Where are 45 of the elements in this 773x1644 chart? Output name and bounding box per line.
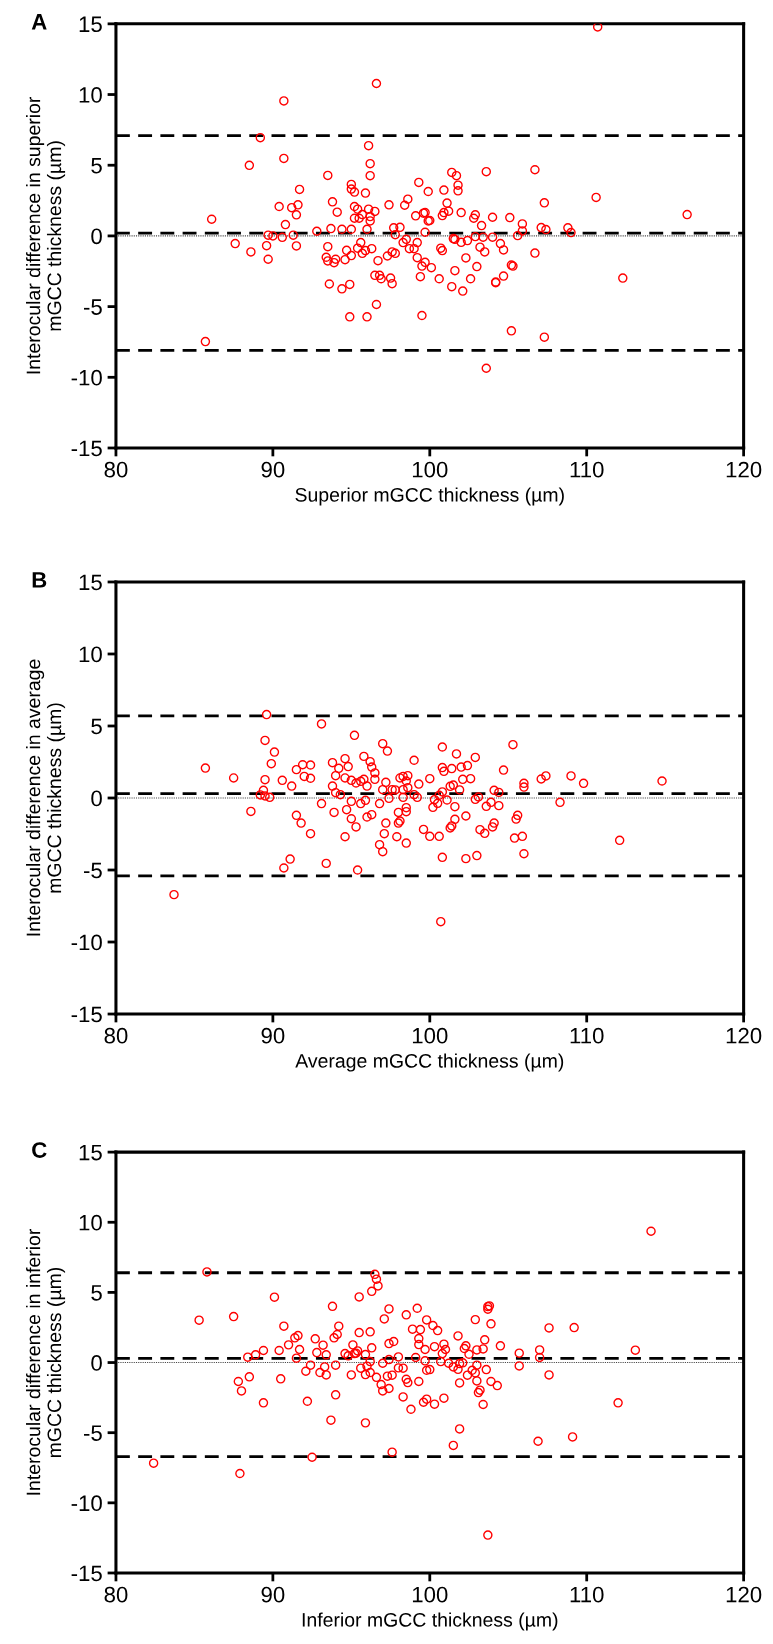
y-tick-label: 10 [79,1214,102,1231]
x-tick-label: 110 [570,1027,604,1044]
y-tick-label: -10 [71,1495,102,1512]
x-tick-label: 100 [412,461,448,478]
y-tick-label: 0 [91,1355,102,1371]
y-tick-label: 5 [91,157,102,174]
y-tick-label: 15 [79,16,102,33]
x-tick-label: 120 [726,461,762,478]
chart-title: A [31,14,47,30]
x-tick-label: 110 [570,1586,604,1603]
x-tick-label: 80 [104,1586,128,1603]
y-tick-label: 15 [79,574,102,591]
y-tick-label: -10 [71,934,102,951]
y-tick-label: 5 [91,1285,102,1301]
x-tick-label: 100 [412,1586,448,1603]
x-tick-label: 120 [726,1027,762,1044]
x-tick-label: 110 [570,461,604,478]
y-tick-label: 0 [91,790,102,807]
y-tick-label: 15 [79,1144,102,1161]
x-tick-label: 100 [412,1027,448,1044]
chart-title: B [32,572,47,588]
y-tick-label: -15 [71,1006,102,1023]
y-tick-label: 10 [79,87,102,103]
y-axis-title: Interocular difference in average mGCC thickness (µm) [26,659,66,936]
x-axis-title: Inferior mGCC thickness (µm) [302,1612,558,1631]
y-tick-label: 0 [91,228,102,245]
x-tick-label: 80 [104,461,128,478]
chart-title: C [32,1142,47,1158]
x-tick-label: 120 [726,1586,762,1603]
y-tick-label: -5 [83,299,102,315]
y-tick-label: -15 [71,440,102,457]
y-axis-title: Interocular difference in inferior mGCC thickness (µm) [26,1229,66,1495]
y-tick-label: -10 [71,369,102,386]
x-tick-label: 80 [104,1027,128,1044]
x-tick-label: 90 [261,1586,285,1603]
y-tick-label: -15 [71,1565,102,1582]
y-tick-label: 5 [91,718,102,735]
x-axis-title: Superior mGCC thickness (µm) [295,487,564,506]
y-axis-title: Interocular difference in superior mGCC thickness (µm) [26,96,66,374]
y-tick-label: -5 [83,1425,102,1441]
x-axis-title: Average mGCC thickness (µm) [295,1053,564,1072]
y-tick-label: 10 [79,646,102,663]
x-tick-label: 90 [261,1027,285,1044]
y-tick-label: -5 [83,862,102,879]
x-tick-label: 90 [261,461,285,478]
